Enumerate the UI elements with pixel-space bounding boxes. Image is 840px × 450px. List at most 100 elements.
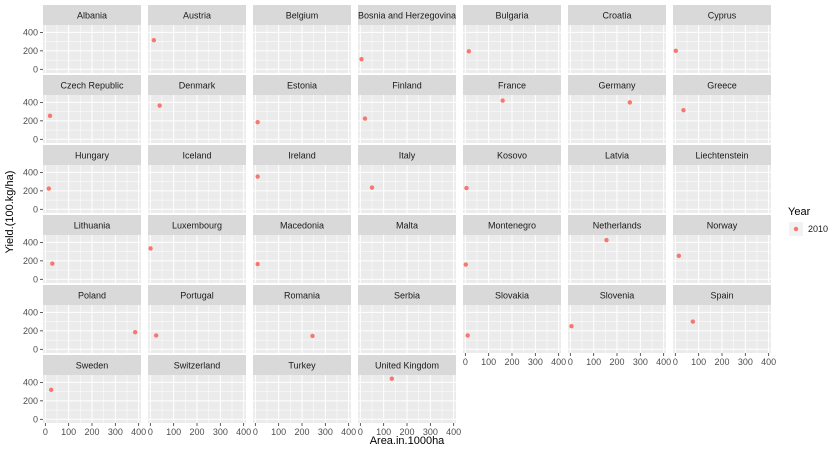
- facet-strip: [148, 215, 246, 235]
- data-point: [681, 108, 686, 113]
- x-tick-label: 200: [609, 357, 624, 367]
- facet-strip: [568, 75, 666, 95]
- facet-strip-label: Serbia: [394, 291, 420, 301]
- x-tick-label: 100: [166, 427, 181, 437]
- facet-strip-label: Bosnia and Herzegovina: [358, 11, 456, 21]
- facet-strip: [148, 355, 246, 375]
- facet-strip-label: Poland: [78, 291, 106, 301]
- facet-strip-label: Sweden: [76, 361, 109, 371]
- y-tick-label: 0: [33, 344, 38, 354]
- facet-strip: [463, 215, 561, 235]
- facet-strip: [358, 285, 456, 305]
- legend-key-point: [793, 226, 799, 232]
- x-tick-label: 400: [236, 427, 251, 437]
- facet-strip-label: Switzerland: [174, 361, 221, 371]
- x-tick-label: 400: [446, 427, 461, 437]
- data-point: [157, 103, 162, 108]
- x-tick-label: 0: [358, 427, 363, 437]
- facet-strip: [463, 145, 561, 165]
- facet-strip-label: Finland: [392, 81, 422, 91]
- facet-strip-label: Greece: [707, 81, 737, 91]
- facet-strip-label: United Kingdom: [375, 361, 439, 371]
- x-tick-label: 200: [714, 357, 729, 367]
- data-point: [673, 48, 678, 54]
- facet-strip-label: Slovakia: [495, 291, 529, 301]
- facet-strip: [568, 145, 666, 165]
- facet-strip-label: Netherlands: [593, 221, 642, 231]
- facet-strip: [253, 5, 351, 25]
- facet-strip: [148, 145, 246, 165]
- y-tick-label: 400: [23, 237, 38, 247]
- x-tick-label: 300: [738, 357, 753, 367]
- data-point: [255, 261, 260, 267]
- facet-strip: [253, 285, 351, 305]
- data-point: [569, 324, 574, 329]
- facet-strip-label: Montenegro: [488, 221, 536, 231]
- y-tick-label: 0: [33, 274, 38, 284]
- facet-strip-label: Latvia: [605, 151, 629, 161]
- facet-strip-label: Turkey: [288, 361, 316, 371]
- facet-strip-label: Malta: [396, 221, 418, 231]
- facet-strip: [148, 5, 246, 25]
- facet-strip-label: Italy: [399, 151, 416, 161]
- data-point: [627, 100, 633, 105]
- x-tick-label: 100: [61, 427, 76, 437]
- facet-strip: [463, 75, 561, 95]
- facet-strip: [253, 145, 351, 165]
- facet-strip-label: Liechtenstein: [695, 151, 748, 161]
- data-point: [153, 333, 159, 338]
- facet-strip: [568, 285, 666, 305]
- facet-strip-label: Norway: [707, 221, 738, 231]
- facet-strip: [358, 75, 456, 95]
- facet-strip: [253, 215, 351, 235]
- y-tick-label: 200: [23, 116, 38, 126]
- facet-strip-label: France: [498, 81, 526, 91]
- data-point: [690, 319, 696, 324]
- y-tick-label: 200: [23, 46, 38, 56]
- facet-strip-label: Hungary: [75, 151, 110, 161]
- data-point: [148, 246, 153, 251]
- x-tick-label: 0: [568, 357, 573, 367]
- facet-strip: [253, 355, 351, 375]
- legend-title: Year: [788, 206, 811, 218]
- x-tick-label: 100: [271, 427, 286, 437]
- x-tick-label: 400: [551, 357, 566, 367]
- data-point: [362, 116, 368, 121]
- facet-strip-label: Kosovo: [497, 151, 527, 161]
- data-point: [369, 185, 375, 190]
- x-tick-label: 300: [528, 357, 543, 367]
- facet-strip: [673, 5, 771, 25]
- facet-strip: [148, 285, 246, 305]
- data-point: [132, 330, 138, 335]
- x-tick-label: 0: [253, 427, 258, 437]
- facet-strip-label: Germany: [598, 81, 636, 91]
- y-axis-title: Yield.(100.kg/ha): [4, 171, 16, 254]
- x-tick-label: 400: [761, 357, 776, 367]
- x-tick-label: 0: [463, 357, 468, 367]
- facet-strip: [43, 215, 141, 235]
- x-tick-label: 400: [341, 427, 356, 437]
- facet-strip-label: Lithuania: [74, 221, 111, 231]
- data-point: [310, 333, 315, 339]
- y-tick-label: 400: [23, 167, 38, 177]
- data-point: [463, 262, 468, 267]
- y-tick-label: 0: [33, 414, 38, 424]
- data-point: [604, 237, 609, 243]
- facet-strip-label: Spain: [710, 291, 733, 301]
- facet-strip-label: Belgium: [286, 11, 319, 21]
- x-tick-label: 300: [318, 427, 333, 437]
- y-tick-label: 0: [33, 64, 38, 74]
- facet-strip-label: Portugal: [180, 291, 214, 301]
- facet-strip: [43, 5, 141, 25]
- facet-strip-label: Denmark: [179, 81, 216, 91]
- y-tick-label: 200: [23, 396, 38, 406]
- x-tick-label: 300: [108, 427, 123, 437]
- facet-strip: [463, 5, 561, 25]
- data-point: [465, 333, 470, 338]
- y-tick-label: 0: [33, 204, 38, 214]
- y-tick-label: 200: [23, 256, 38, 266]
- data-point: [359, 56, 364, 62]
- x-tick-label: 400: [656, 357, 671, 367]
- legend-label: 2010: [808, 224, 828, 234]
